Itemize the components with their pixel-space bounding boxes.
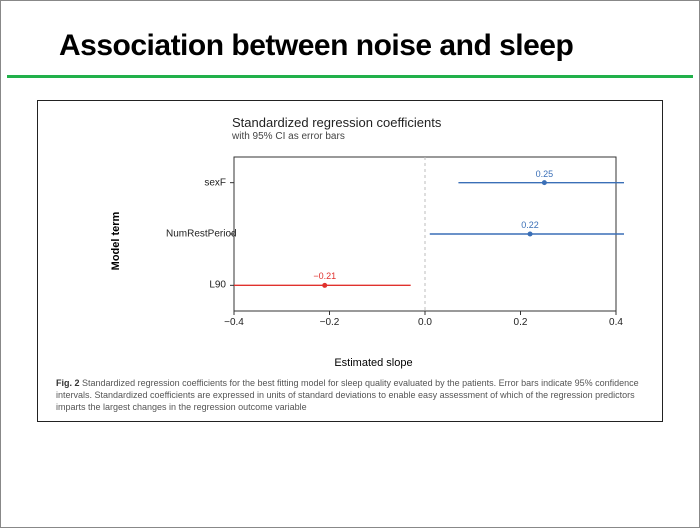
- chart-title: Standardized regression coefficients: [232, 115, 441, 130]
- point-label: 0.22: [521, 220, 539, 230]
- caption-text: Standardized regression coefficients for…: [56, 378, 639, 412]
- point-label: 0.25: [536, 169, 554, 179]
- x-tick-label: −0.4: [224, 317, 244, 328]
- x-tick-label: 0.4: [609, 317, 623, 328]
- caption-prefix: Fig. 2: [56, 378, 80, 388]
- plot-svg: [164, 151, 624, 341]
- point-label: −0.21: [313, 271, 336, 281]
- y-tick-label: NumRestPeriod: [166, 229, 226, 240]
- chart-subtitle: with 95% CI as error bars: [232, 131, 441, 142]
- x-axis-title: Estimated slope: [334, 357, 412, 369]
- slide: Association between noise and sleep Stan…: [0, 0, 700, 528]
- figure-caption: Fig. 2 Standardized regression coefficie…: [52, 371, 648, 415]
- x-tick-label: 0.0: [418, 317, 432, 328]
- title-underline: [7, 75, 693, 78]
- chart-title-block: Standardized regression coefficients wit…: [232, 115, 441, 142]
- chart: Standardized regression coefficients wit…: [52, 111, 648, 371]
- x-tick-label: 0.2: [514, 317, 528, 328]
- y-tick-label: L90: [166, 280, 226, 291]
- figure-container: Standardized regression coefficients wit…: [37, 100, 663, 422]
- y-axis-title: Model term: [110, 212, 122, 271]
- x-tick-label: −0.2: [320, 317, 340, 328]
- slide-title: Association between noise and sleep: [1, 1, 699, 75]
- y-tick-label: sexF: [166, 177, 226, 188]
